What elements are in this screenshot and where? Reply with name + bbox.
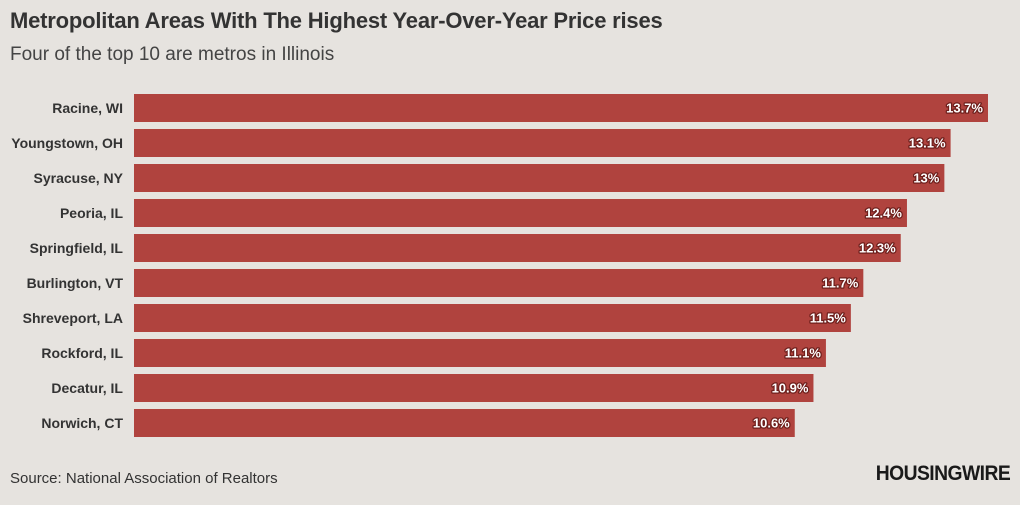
category-label: Racine, WI [52, 100, 123, 116]
category-label: Syracuse, NY [34, 170, 124, 186]
value-label: 11.1% [785, 346, 822, 361]
bar [134, 199, 907, 227]
source-note: Source: National Association of Realtors [10, 470, 278, 487]
value-label: 12.4% [865, 206, 902, 221]
bar [134, 409, 795, 437]
category-label: Norwich, CT [41, 415, 123, 431]
category-label: Peoria, IL [60, 205, 123, 221]
bar [134, 94, 988, 122]
category-label: Springfield, IL [30, 240, 124, 256]
bar-chart: Racine, WI 13.7% Youngstown, OH 13.1% Syracu… [11, 94, 988, 437]
category-label: Shreveport, LA [23, 310, 123, 326]
value-label: 11.7% [822, 276, 859, 291]
chart-title: Metropolitan Areas With The Highest Year… [10, 8, 663, 33]
category-label: Rockford, IL [41, 345, 123, 361]
category-label: Youngstown, OH [11, 135, 123, 151]
value-label: 13% [913, 171, 939, 186]
value-label: 11.5% [810, 311, 847, 326]
bar [134, 164, 945, 192]
value-label: 12.3% [859, 241, 896, 256]
category-label: Burlington, VT [27, 275, 124, 291]
bar [134, 129, 951, 157]
bar [134, 234, 901, 262]
housingwire-logo: HOUSINGWIRE [875, 462, 1010, 485]
value-label: 13.7% [946, 101, 983, 116]
value-label: 10.9% [772, 381, 809, 396]
bar [134, 339, 826, 367]
bar [134, 374, 814, 402]
bar [134, 304, 851, 332]
bar [134, 269, 864, 297]
chart-subtitle: Four of the top 10 are metros in Illinoi… [10, 44, 335, 65]
category-label: Decatur, IL [51, 380, 123, 396]
value-label: 10.6% [753, 416, 790, 431]
value-label: 13.1% [909, 136, 946, 151]
